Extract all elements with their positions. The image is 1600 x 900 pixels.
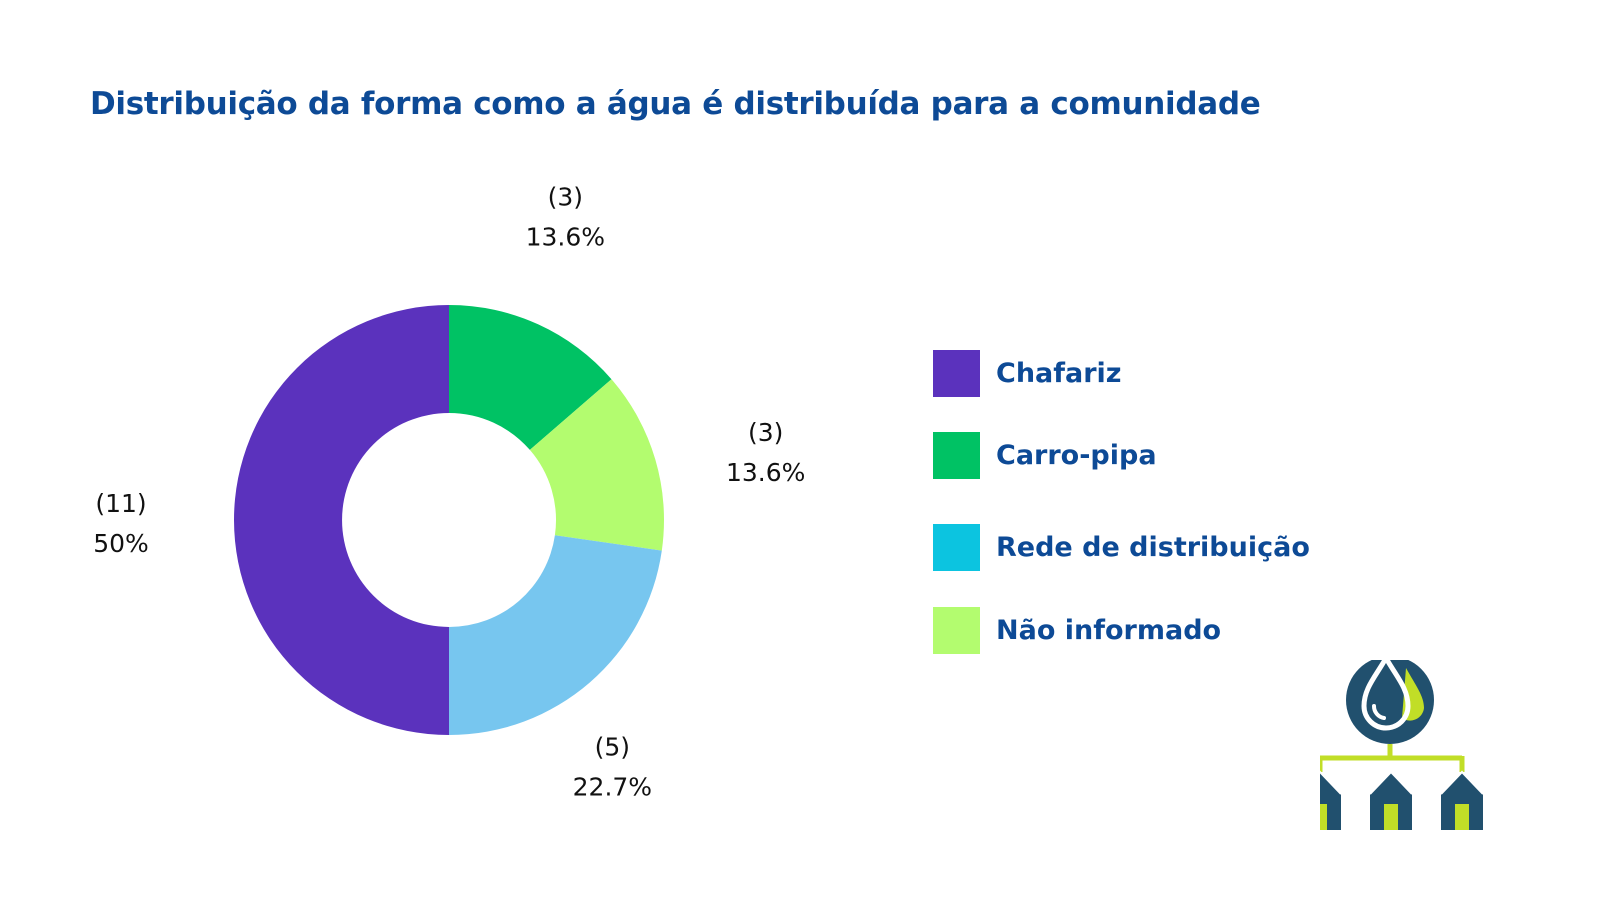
legend-item-rede-de-distribuicao: Rede de distribuição — [933, 523, 1310, 571]
donut-chart: (3) 13.6% (3) 13.6% (5) 22.7% (11) 50% — [93, 182, 805, 802]
legend-swatch-nao-informado — [933, 606, 980, 654]
legend-label-rede-de-distribuicao: Rede de distribuição — [996, 531, 1310, 563]
logo-house-3 — [1440, 770, 1484, 830]
legend-label-chafariz: Chafariz — [996, 357, 1122, 389]
legend-item-nao-informado: Não informado — [933, 606, 1221, 654]
count-label-chafariz: (11) — [95, 489, 146, 518]
chart-title: Distribuição da forma como a água é dist… — [90, 86, 1261, 122]
legend-item-chafariz: Chafariz — [933, 349, 1122, 397]
percent-label-chafariz: 50% — [93, 529, 149, 558]
water-distribution-icon — [1320, 660, 1484, 830]
percent-label-carro-pipa: 13.6% — [526, 222, 605, 251]
logo-house-1 — [1320, 770, 1342, 830]
count-label-rede-de-distribuicao: (5) — [595, 733, 630, 762]
logo-house-2 — [1369, 770, 1413, 830]
logo-drop-outline — [1361, 660, 1411, 731]
legend-label-carro-pipa: Carro-pipa — [996, 439, 1157, 471]
legend-item-carro-pipa: Carro-pipa — [933, 431, 1157, 479]
slice-rede-de-distribuicao — [449, 535, 662, 735]
slice-carro-pipa — [449, 305, 612, 450]
logo-drop-shine — [1371, 704, 1386, 720]
slice-chafariz — [234, 305, 449, 735]
count-label-nao-informado: (3) — [748, 418, 783, 447]
legend-swatch-rede-de-distribuicao — [933, 523, 980, 571]
legend-label-nao-informado: Não informado — [996, 614, 1222, 646]
percent-label-rede-de-distribuicao: 22.7% — [573, 773, 652, 802]
slice-nao-informado — [529, 379, 664, 551]
percent-label-nao-informado: 13.6% — [726, 458, 805, 487]
legend-swatch-carro-pipa — [933, 431, 980, 479]
legend-swatch-chafariz — [933, 349, 980, 397]
count-label-carro-pipa: (3) — [548, 182, 583, 211]
